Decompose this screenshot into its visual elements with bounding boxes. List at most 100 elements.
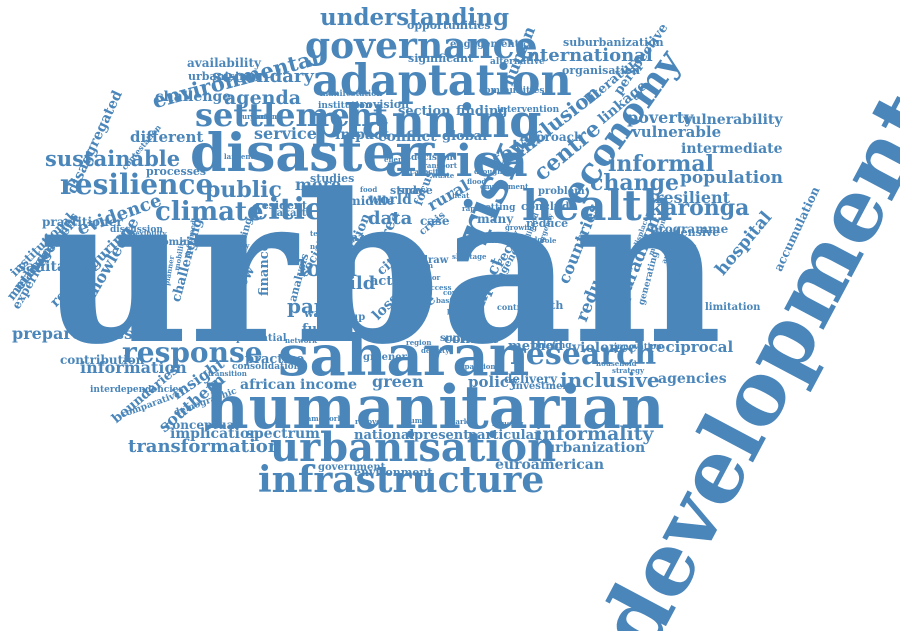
- word-proximity: proximity: [212, 241, 250, 250]
- word-extensive: extensive: [662, 226, 720, 239]
- word-briefing: briefing: [532, 341, 572, 351]
- word-governance: governance: [305, 25, 538, 67]
- word-availability: availability: [187, 56, 261, 70]
- word-intervention: intervention: [497, 105, 560, 115]
- word-waste: waste: [432, 171, 455, 180]
- word-environment: environment: [354, 466, 433, 479]
- word-organisation: organisation: [562, 64, 641, 77]
- word-food: food: [360, 185, 378, 194]
- word-resilience: resilience: [60, 168, 214, 201]
- word-global: global: [442, 129, 488, 144]
- word-research: research: [510, 337, 657, 372]
- word-provision: provision: [352, 98, 410, 111]
- word-vulnerability: vulnerability: [683, 112, 783, 128]
- word-secondary: secondary: [212, 66, 314, 87]
- word-setting: setting: [480, 203, 516, 213]
- word-suburbanization: suburbanization: [563, 36, 664, 49]
- word-water: water: [304, 307, 339, 320]
- word-low: low: [455, 315, 469, 324]
- word-spectrum: spectrum: [246, 426, 320, 442]
- word-flexibility: flexibility: [130, 229, 167, 238]
- word-future: future: [302, 322, 348, 337]
- word-world: world: [368, 192, 412, 208]
- word-delivery: delivery: [504, 372, 558, 386]
- word-control: control: [497, 302, 530, 312]
- word-service: service: [254, 124, 317, 143]
- word-new: new: [473, 328, 489, 337]
- word-reduce: reduce: [526, 217, 569, 230]
- word-role: role: [541, 236, 557, 245]
- word-institution: institution: [318, 101, 372, 111]
- word-mixed: mixed: [484, 235, 518, 246]
- word-shortage: shortage: [452, 252, 487, 261]
- word-agenda: agenda: [224, 87, 302, 109]
- word-household: household: [596, 359, 637, 368]
- word-middle: middle: [348, 194, 395, 208]
- word-growing: growing: [505, 223, 537, 232]
- word-response: response: [122, 336, 263, 369]
- word-energy: energy: [384, 155, 411, 164]
- word-present: present: [414, 428, 470, 443]
- word-housing: housing: [492, 419, 524, 428]
- word-informal: informal: [608, 151, 714, 177]
- word-poor: poor: [447, 306, 465, 315]
- word-programme: programme: [650, 222, 729, 236]
- word-heat: heat: [452, 191, 470, 200]
- word-gender: gender: [236, 152, 264, 161]
- word-income: income: [300, 377, 358, 393]
- word-density: density: [421, 346, 450, 355]
- word-recovery: recovery: [355, 417, 389, 426]
- word-engagement: engagement: [450, 39, 520, 50]
- word-particular: particular: [468, 428, 541, 443]
- word-urbanisation: urbanisation: [270, 424, 557, 471]
- word-urbanism: urbanism: [242, 112, 280, 121]
- word-supply: supply: [440, 333, 477, 344]
- word-group: group: [332, 312, 366, 323]
- word-practitioner: practitioner: [42, 215, 123, 229]
- word-employment: employment: [480, 182, 529, 191]
- word-karonga: karonga: [648, 195, 750, 221]
- word-public: public: [205, 177, 282, 203]
- word-policy: policy: [468, 373, 518, 391]
- word-coping: coping: [443, 288, 470, 297]
- word-study: study: [390, 184, 424, 197]
- word-vulnerable: vulnerable: [632, 123, 722, 141]
- word-international: international: [520, 45, 653, 66]
- word-network: network: [285, 336, 318, 345]
- word-significant: significant: [408, 52, 474, 65]
- word-inclusive: inclusive: [560, 368, 660, 392]
- word-market: market: [448, 417, 477, 426]
- word-intermediate: intermediate: [681, 141, 783, 157]
- word-actor: actor: [370, 274, 408, 289]
- word-case: case: [420, 214, 450, 228]
- word-hazard: hazard: [343, 231, 385, 244]
- word-settlement: settlement: [195, 96, 388, 134]
- word-alternative: alternative: [490, 57, 545, 67]
- word-finding: finding: [456, 104, 508, 119]
- word-health: health: [522, 181, 673, 230]
- word-planning: planning: [312, 94, 542, 148]
- word-poverty: poverty: [627, 108, 694, 127]
- word-opportunities: opportunities: [407, 19, 491, 32]
- word-method: method: [508, 339, 564, 354]
- word-processes: processes: [146, 165, 207, 178]
- word-adaptation: adaptation: [312, 56, 572, 106]
- word-different: different: [130, 128, 204, 146]
- word-studies: studies: [310, 172, 355, 185]
- word-finance: finance: [257, 243, 272, 296]
- word-saharan: saharan: [278, 323, 530, 389]
- word-paper: paper: [287, 294, 352, 318]
- word-african: african: [240, 377, 296, 393]
- word-society: society: [521, 309, 553, 319]
- word-preparedness: preparedness: [12, 324, 133, 343]
- word-interdependencies: interdependencies: [90, 385, 184, 395]
- word-informality: informality: [535, 423, 654, 445]
- word-dominant: dominant: [155, 237, 209, 248]
- word-tenure: tenure: [310, 229, 337, 238]
- word-national: national: [354, 428, 415, 443]
- word-drought: drought: [474, 167, 506, 176]
- word-cities: cities: [250, 192, 341, 227]
- word-framework: framework: [300, 414, 343, 423]
- word-implication: implication: [170, 426, 260, 442]
- word-impact: impact: [335, 127, 389, 143]
